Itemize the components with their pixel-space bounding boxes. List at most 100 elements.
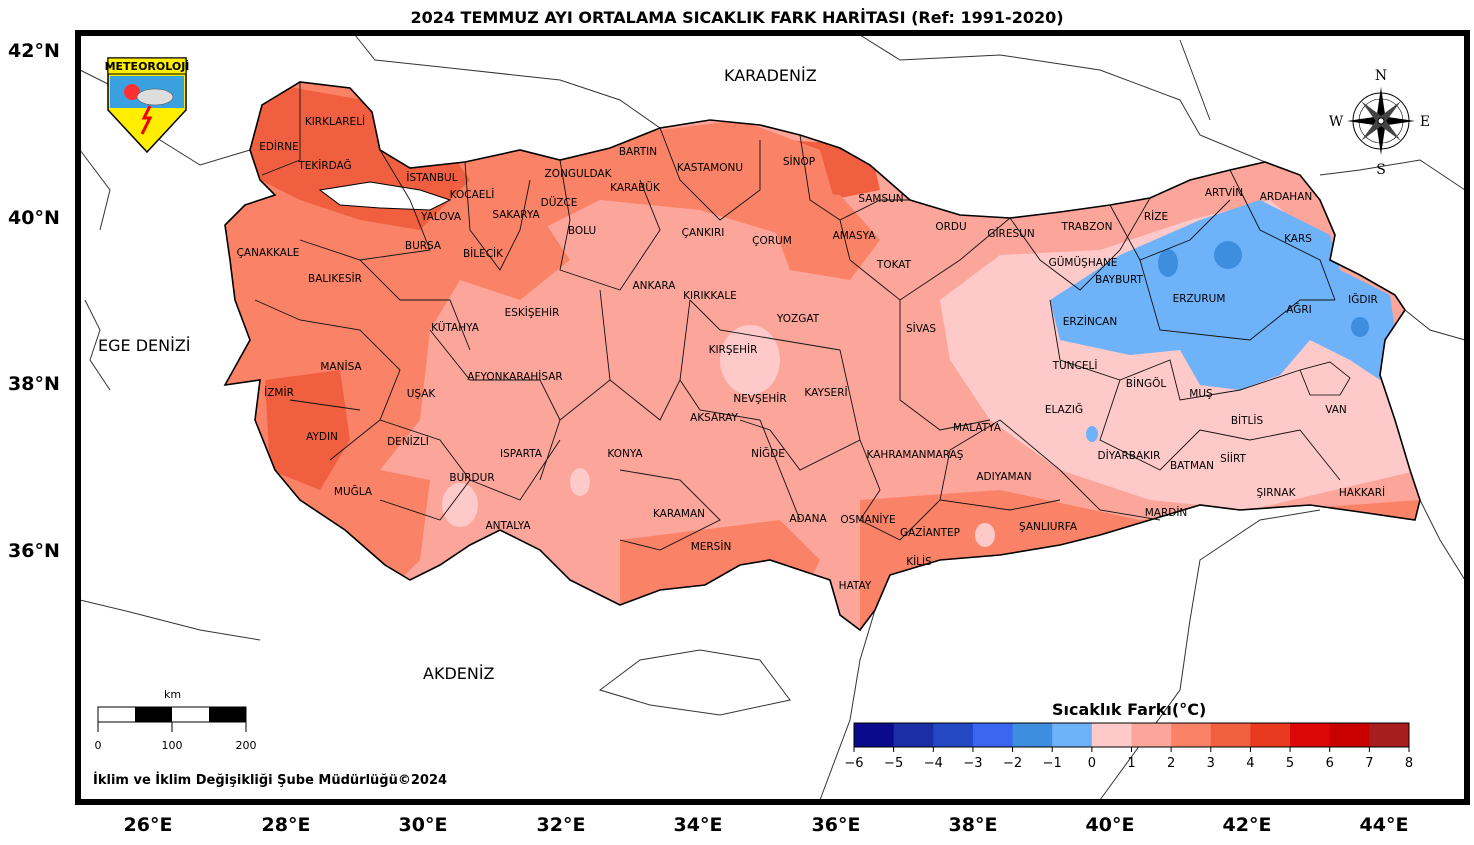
province-label: KIRŞEHİR xyxy=(709,343,758,356)
province-label: KOCAELİ xyxy=(450,188,495,201)
scale-label: 100 xyxy=(161,739,183,752)
province-label: ELAZIĞ xyxy=(1045,403,1083,416)
province-label: KAYSERİ xyxy=(804,386,847,399)
legend-swatch xyxy=(1210,723,1251,747)
lon-label: 28°E xyxy=(261,814,311,836)
legend-swatch xyxy=(1369,723,1410,747)
province-label: ANTALYA xyxy=(485,520,531,532)
province-label: DİYARBAKIR xyxy=(1098,449,1161,462)
province-label: BURSA xyxy=(405,240,442,252)
legend-swatch xyxy=(933,723,974,747)
province-label: MUŞ xyxy=(1189,388,1213,400)
lon-label: 36°E xyxy=(811,814,861,836)
province-label: MALATYA xyxy=(953,422,1002,434)
legend-swatch xyxy=(1290,723,1331,747)
legend-tick-label: 3 xyxy=(1206,756,1215,771)
province-label: SİVAS xyxy=(906,322,936,335)
province-label: ISPARTA xyxy=(500,448,543,460)
province-label: DENİZLİ xyxy=(387,435,429,448)
province-label: NEVŞEHİR xyxy=(733,392,786,405)
legend-swatch xyxy=(1052,723,1093,747)
sea-label-mediterranean: AKDENİZ xyxy=(423,664,495,683)
scale-bar xyxy=(97,706,247,732)
legend-swatch xyxy=(1131,723,1172,747)
province-label: ADIYAMAN xyxy=(976,471,1031,483)
province-label: KONYA xyxy=(607,448,643,460)
map-frame xyxy=(75,30,1470,805)
province-label: SAMSUN xyxy=(858,193,903,205)
province-labels: KIRKLARELİ EDİRNE TEKİRDAĞ İSTANBUL KOCA… xyxy=(237,115,1386,592)
lon-label: 44°E xyxy=(1359,814,1409,836)
lon-label: 32°E xyxy=(536,814,586,836)
province-label: EDİRNE xyxy=(259,140,299,153)
province-label: BARTIN xyxy=(619,146,657,158)
province-label: KARABÜK xyxy=(610,181,661,194)
province-label: TEKİRDAĞ xyxy=(297,159,351,172)
legend-swatch xyxy=(1012,723,1053,747)
province-label: BİTLİS xyxy=(1231,414,1264,427)
legend-tick-label: −6 xyxy=(844,756,864,771)
province-label: BAYBURT xyxy=(1095,274,1143,286)
legend-swatch xyxy=(1250,723,1291,747)
scale-label: 0 xyxy=(94,739,102,752)
logo-text: METEOROLOJİ xyxy=(105,59,190,73)
province-label: ANKARA xyxy=(633,280,677,292)
province-label: AYDIN xyxy=(306,431,338,443)
province-label: ORDU xyxy=(935,221,966,233)
compass-w: W xyxy=(1329,114,1344,130)
legend-title: Sıcaklık Farkı(°C) xyxy=(1052,700,1207,719)
province-label: MERSİN xyxy=(691,540,732,553)
lon-label: 42°E xyxy=(1222,814,1272,836)
province-label: MARDİN xyxy=(1145,506,1188,519)
legend-tick-label: −4 xyxy=(923,756,943,771)
meteoroloji-logo: METEOROLOJİ xyxy=(105,57,190,154)
province-label: İSTANBUL xyxy=(406,171,457,184)
province-label: KÜTAHYA xyxy=(431,321,480,334)
province-label: HATAY xyxy=(839,580,872,592)
legend-swatch xyxy=(854,723,895,747)
province-label: GÜMÜŞHANE xyxy=(1049,256,1118,269)
province-label: YALOVA xyxy=(420,211,462,223)
legend-tick-label: 4 xyxy=(1246,756,1255,771)
province-label: RİZE xyxy=(1144,210,1168,223)
lon-label: 38°E xyxy=(948,814,998,836)
province-label: SİNOP xyxy=(783,155,815,168)
legend-tick-label: 0 xyxy=(1087,756,1096,771)
legend-swatch xyxy=(1329,723,1370,747)
province-label: BOLU xyxy=(568,225,596,237)
province-label: ARTVİN xyxy=(1205,186,1243,199)
province-label: KIRIKKALE xyxy=(683,290,737,302)
legend-swatch xyxy=(1171,723,1212,747)
province-label: AFYONKARAHİSAR xyxy=(467,370,562,383)
province-label: KAHRAMANMARAŞ xyxy=(867,449,964,461)
province-label: ARDAHAN xyxy=(1260,191,1313,203)
lon-label: 40°E xyxy=(1085,814,1135,836)
province-label: ZONGULDAK xyxy=(545,168,613,180)
province-label: İZMİR xyxy=(264,386,294,399)
legend-tick-label: −5 xyxy=(884,756,904,771)
scale-unit: km xyxy=(164,688,182,701)
lat-label: 36°N xyxy=(8,540,60,562)
province-label: AKSARAY xyxy=(690,412,738,424)
province-label: UŞAK xyxy=(407,388,437,400)
compass-n: N xyxy=(1375,68,1387,84)
province-label: BİLECİK xyxy=(463,247,504,260)
scale-label: 200 xyxy=(235,739,257,752)
legend-tick-label: 1 xyxy=(1127,756,1136,771)
province-label: NİĞDE xyxy=(751,447,785,460)
legend-tick-label: −3 xyxy=(963,756,983,771)
legend-tick-label: 7 xyxy=(1365,756,1374,771)
province-label: TOKAT xyxy=(876,259,912,271)
province-label: TRABZON xyxy=(1061,221,1113,233)
province-label: KARAMAN xyxy=(653,508,705,520)
province-label: GİRESUN xyxy=(987,227,1034,240)
province-label: TUNCELİ xyxy=(1052,359,1098,372)
province-label: SAKARYA xyxy=(492,209,540,221)
province-label: KARS xyxy=(1284,233,1312,245)
province-borders xyxy=(254,82,1341,551)
province-label: BALIKESİR xyxy=(308,272,362,285)
province-label: AMASYA xyxy=(833,230,877,242)
legend-tick-label: −2 xyxy=(1002,756,1023,771)
province-label: KİLİS xyxy=(906,555,932,568)
